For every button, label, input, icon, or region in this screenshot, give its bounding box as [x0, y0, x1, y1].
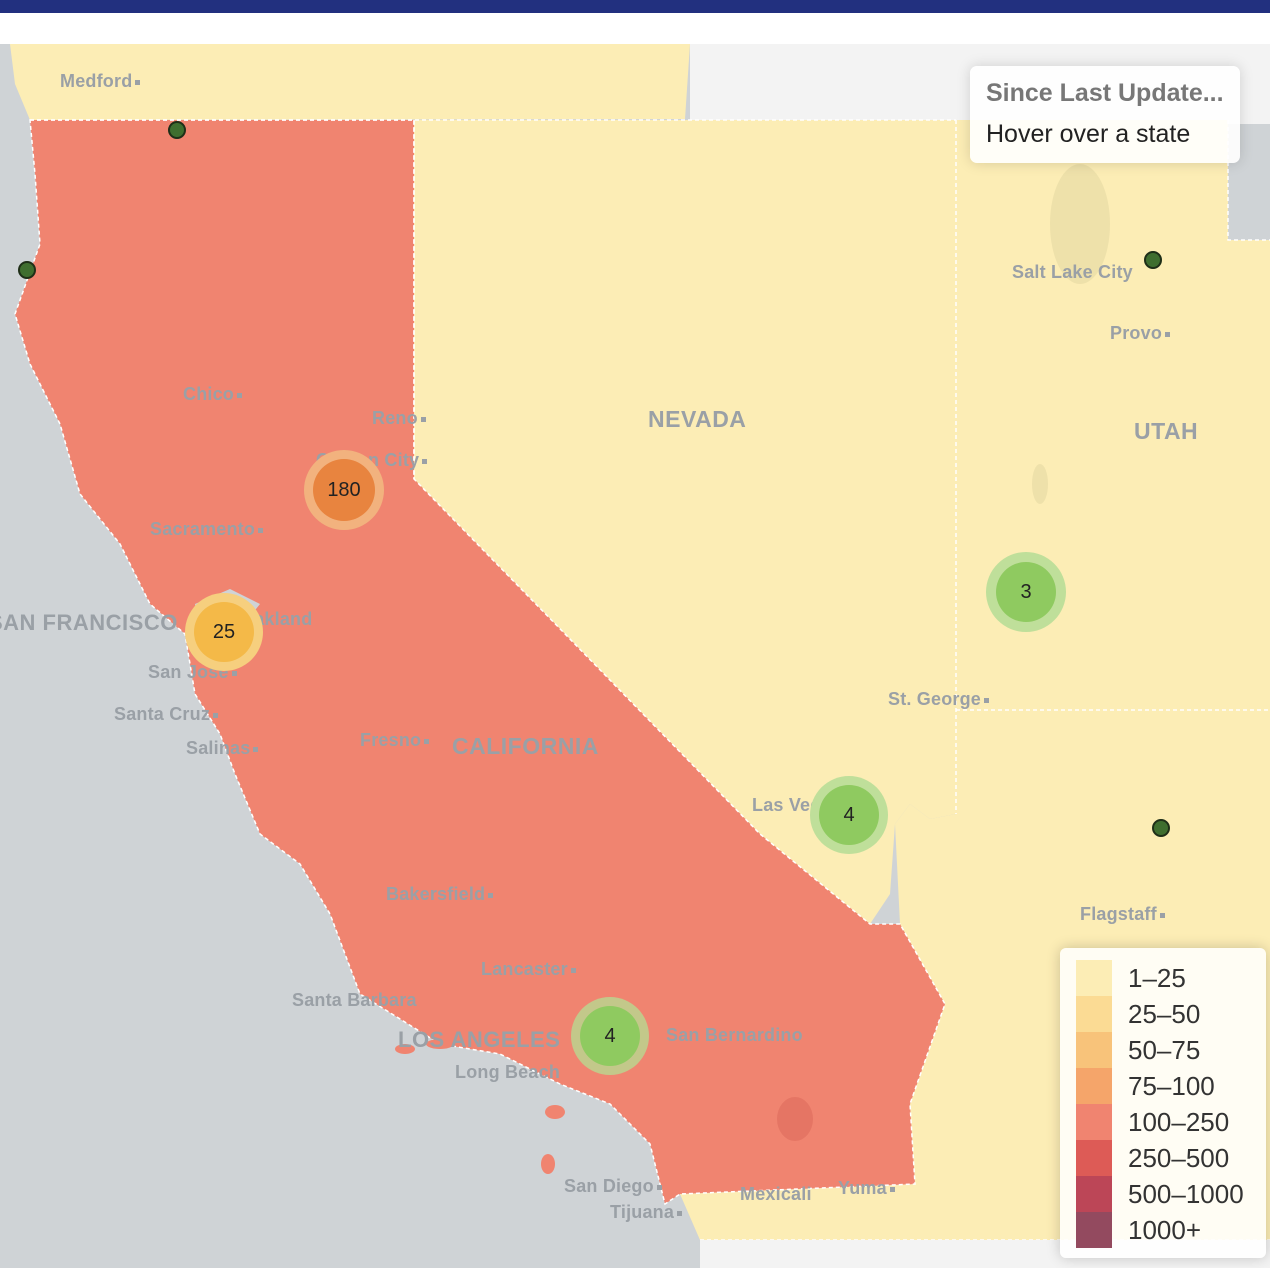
legend-swatch — [1076, 1032, 1112, 1068]
legend-label: 25–50 — [1128, 998, 1201, 1029]
state-california[interactable] — [14, 119, 946, 1206]
legend-item: 100–250 — [1076, 1104, 1266, 1140]
legend-item: 75–100 — [1076, 1068, 1266, 1104]
legend-item: 1000+ — [1076, 1212, 1266, 1248]
city-label-long-beach: Long Beach — [455, 1062, 561, 1082]
legend-item: 250–500 — [1076, 1140, 1266, 1176]
legend-item: 1–25 — [1076, 960, 1266, 996]
legend-swatch — [1076, 996, 1112, 1032]
location-pin[interactable] — [1152, 819, 1170, 837]
cluster-count: 4 — [819, 785, 879, 845]
city-label-lancaster: Lancaster — [481, 959, 576, 980]
region-label-utah: UTAH — [1134, 418, 1199, 444]
top-navigation-bar — [0, 0, 1270, 13]
cluster-marker-4-las-vegas[interactable]: 4 — [810, 776, 888, 854]
city-label-san-francisco: SAN FRANCISCO — [0, 610, 178, 635]
legend-label: 75–100 — [1128, 1070, 1215, 1101]
city-label-tijuana: Tijuana — [610, 1202, 682, 1223]
city-label-chico: Chico — [183, 384, 242, 405]
legend-swatch — [1076, 960, 1112, 996]
city-label-salinas: Salinas — [186, 738, 258, 759]
city-label-bakersfield: Bakersfield — [386, 884, 493, 905]
city-label-st-george: St. George — [888, 689, 989, 710]
city-label-san-diego: San Diego — [564, 1176, 662, 1197]
map-legend: 1–25 25–50 50–75 75–100 100–250 250–500 … — [1060, 948, 1266, 1258]
legend-label: 1000+ — [1128, 1214, 1202, 1245]
legend-swatch — [1076, 1104, 1112, 1140]
city-label-sacramento: Sacramento — [150, 519, 263, 540]
cluster-marker-180[interactable]: 180 — [304, 450, 384, 530]
location-pin[interactable] — [168, 121, 186, 139]
cluster-marker-4-los-angeles[interactable]: 4 — [571, 997, 649, 1075]
cluster-count: 180 — [313, 459, 375, 521]
legend-label: 1–25 — [1128, 962, 1186, 993]
info-panel-title: Since Last Update... — [986, 79, 1224, 107]
location-pin[interactable] — [18, 261, 36, 279]
city-label-flagstaff: Flagstaff — [1080, 904, 1165, 925]
city-label-salt-lake-city: Salt Lake City — [1012, 262, 1133, 282]
location-pin[interactable] — [1144, 251, 1162, 269]
legend-item: 500–1000 — [1076, 1176, 1266, 1212]
legend-swatch — [1076, 1140, 1112, 1176]
info-panel: Since Last Update... Hover over a state — [970, 66, 1240, 163]
cluster-count: 4 — [580, 1006, 640, 1066]
cluster-count: 25 — [194, 602, 254, 662]
city-label-yuma: Yuma — [838, 1178, 895, 1199]
city-label-provo: Provo — [1110, 323, 1170, 344]
cluster-marker-3[interactable]: 3 — [986, 552, 1066, 632]
legend-swatch — [1076, 1068, 1112, 1104]
legend-item: 25–50 — [1076, 996, 1266, 1032]
city-label-fresno: Fresno — [360, 730, 429, 751]
cluster-count: 3 — [996, 562, 1056, 622]
region-label-nevada: NEVADA — [648, 406, 747, 432]
legend-label: 250–500 — [1128, 1142, 1230, 1173]
city-label-santa-cruz: Santa Cruz — [114, 704, 218, 725]
cluster-marker-25[interactable]: 25 — [185, 593, 263, 671]
legend-label: 50–75 — [1128, 1034, 1201, 1065]
choropleth-map[interactable]: Medford Chico Reno Carson City Sacrament… — [0, 44, 1270, 1268]
legend-label: 100–250 — [1128, 1106, 1230, 1137]
city-label-medford: Medford — [60, 71, 140, 92]
city-label-san-bernardino: San Bernardino — [666, 1025, 803, 1045]
city-label-reno: Reno — [372, 408, 426, 429]
legend-swatch — [1076, 1176, 1112, 1212]
legend-swatch — [1076, 1212, 1112, 1248]
city-label-santa-barbara: Santa Barbara — [292, 990, 417, 1010]
city-label-los-angeles: LOS ANGELES — [398, 1027, 561, 1052]
city-label-mexicali: Mexicali — [740, 1184, 812, 1204]
info-panel-hint: Hover over a state — [986, 120, 1191, 148]
region-label-california: CALIFORNIA — [452, 733, 599, 759]
legend-item: 50–75 — [1076, 1032, 1266, 1068]
legend-label: 500–1000 — [1128, 1178, 1244, 1209]
state-oregon[interactable] — [10, 44, 690, 120]
state-nevada[interactable] — [414, 120, 956, 924]
